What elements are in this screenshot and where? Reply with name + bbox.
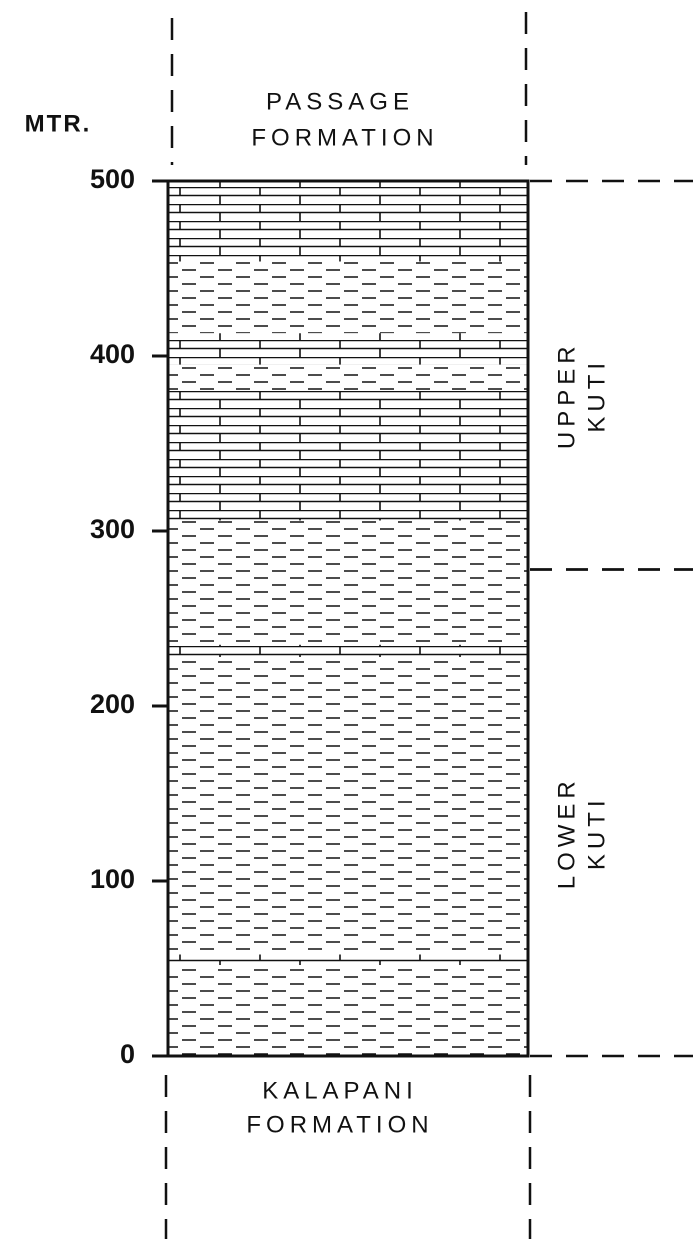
rock-layer xyxy=(168,261,528,334)
rock-layer xyxy=(168,520,528,645)
column-outline xyxy=(166,179,530,1058)
rock-layer xyxy=(168,333,528,365)
tick-label: 400 xyxy=(90,339,135,369)
formation-label: FORMATION xyxy=(251,124,438,151)
formation-label: PASSAGE xyxy=(266,88,414,115)
rock-layer xyxy=(168,391,528,521)
rock-layer xyxy=(168,965,528,1056)
scale-unit: MTR. xyxy=(25,110,92,137)
tick-label: 0 xyxy=(120,1039,135,1069)
rock-layer xyxy=(168,364,528,391)
formation-label: FORMATION xyxy=(246,1111,433,1138)
member-label: KUTI xyxy=(583,795,610,870)
rock-layer xyxy=(168,644,528,657)
rock-layer xyxy=(168,954,528,965)
member-label: UPPER xyxy=(553,341,580,449)
tick-label: 100 xyxy=(90,864,135,894)
tick-label: 300 xyxy=(90,514,135,544)
tick-label: 200 xyxy=(90,689,135,719)
tick-label: 500 xyxy=(90,164,135,194)
rock-layer xyxy=(168,181,528,262)
formation-label: KALAPANI xyxy=(262,1077,418,1104)
member-label: KUTI xyxy=(583,358,610,433)
member-label: LOWER xyxy=(553,776,580,889)
rock-layer xyxy=(168,657,528,955)
